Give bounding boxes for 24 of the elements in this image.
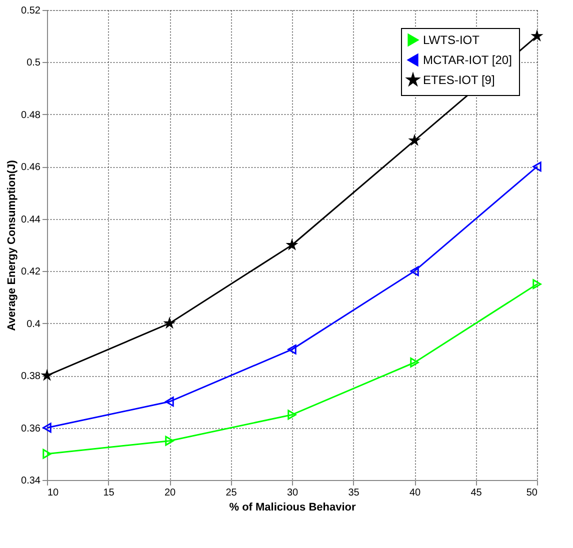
x-tick-label: 40 [409,488,421,498]
x-axis-title: % of Malicious Behavior [229,502,356,514]
y-tick-label: 0.4 [26,318,41,330]
x-tick-label: 45 [470,488,482,498]
legend-label: ETES-IOT [9] [423,73,495,87]
y-tick-label: 0.48 [21,110,41,121]
y-tick-label: 0.38 [21,371,41,382]
legend-label: MCTAR-IOT [20] [423,53,512,67]
y-axis-title: Average Energy Consumption(J) [6,160,18,331]
y-tick-label: 0.42 [21,266,41,278]
y-tick-label: 0.52 [21,6,41,16]
y-tick-label: 0.46 [21,162,41,174]
y-tick-label: 0.36 [21,423,41,434]
x-tick-label: 50 [526,488,538,498]
x-tick-label: 20 [164,488,176,498]
x-tick-label: 15 [103,488,115,498]
legend-label: LWTS-IOT [423,33,480,47]
x-tick-label: 35 [348,488,360,498]
x-tick-label: 25 [226,488,238,498]
y-tick-label: 0.34 [21,476,41,486]
y-tick-label: 0.5 [26,58,41,69]
x-tick-label: 10 [48,488,60,498]
y-tick-label: 0.44 [21,214,41,226]
x-tick-label: 30 [286,488,298,498]
